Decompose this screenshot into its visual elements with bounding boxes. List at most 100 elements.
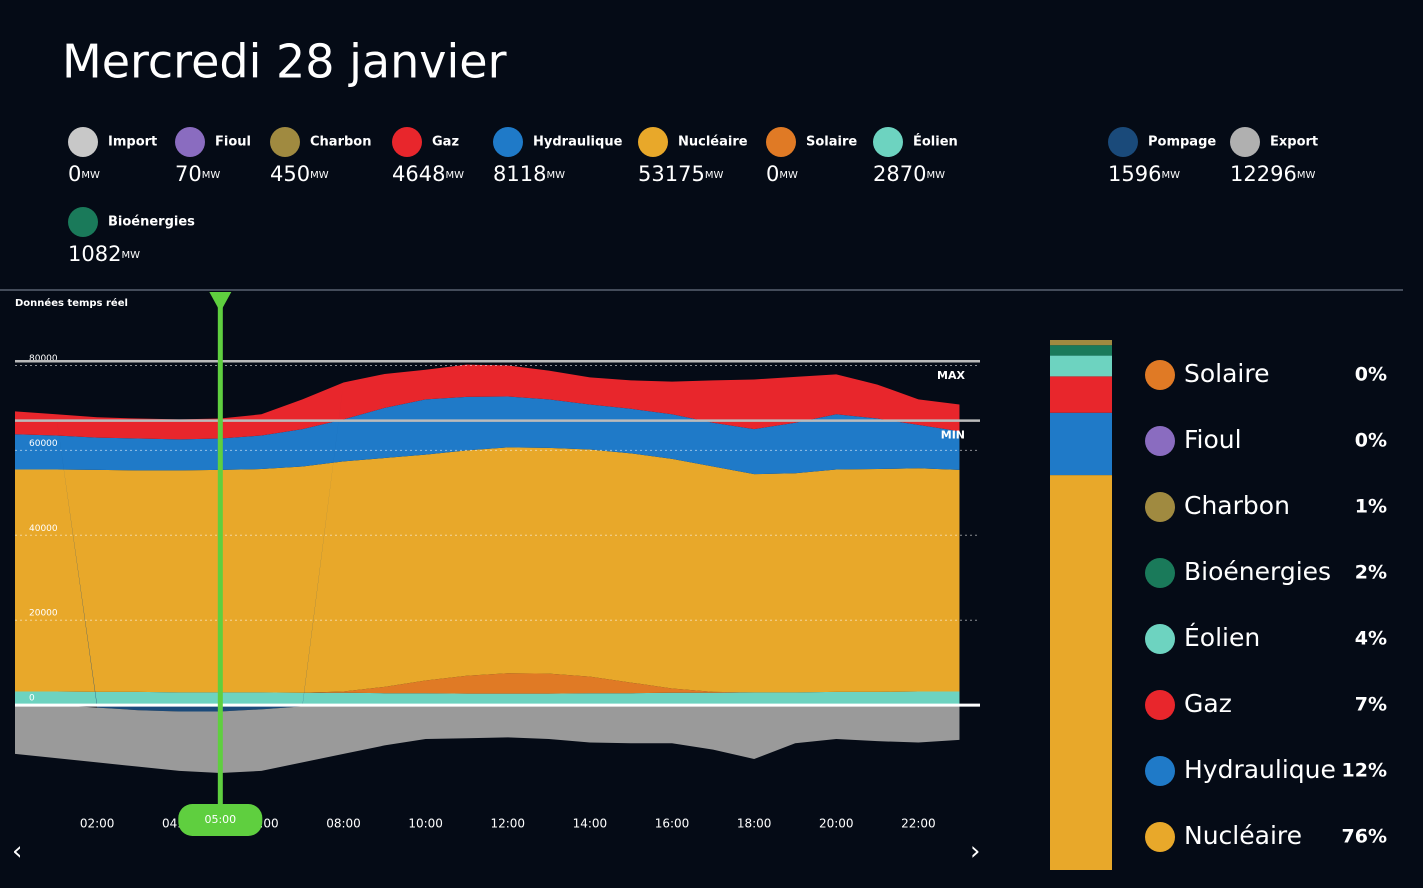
area-0 (15, 691, 960, 706)
legend-name: Charbon (1184, 491, 1290, 520)
share-segment (1050, 355, 1112, 377)
legend-name: Bioénergies (1184, 557, 1331, 586)
source-value: 4648MW (392, 162, 464, 186)
source-name: Hydraulique (533, 135, 623, 150)
cursor-pill (178, 804, 263, 836)
x-tick-label: 02:00 (80, 817, 115, 831)
area-3 (15, 396, 960, 475)
source-icon (1230, 127, 1260, 157)
legend-share: 7% (1355, 694, 1387, 716)
source-name: Bioénergies (108, 215, 195, 230)
cursor-label: 05:00 (204, 813, 236, 826)
legend-name: Hydraulique (1184, 755, 1336, 784)
y-tick-label: 60000 (29, 439, 58, 449)
value: 0 (766, 162, 779, 186)
legend-share: 1% (1355, 496, 1387, 518)
source-name: Fioul (215, 135, 251, 150)
unit: MW (546, 170, 565, 181)
source-name: Charbon (310, 135, 371, 150)
source-icon (392, 127, 422, 157)
unit: MW (705, 170, 724, 181)
source-value: 53175MW (638, 162, 723, 186)
value: 450 (270, 162, 310, 186)
x-tick-label: 12:00 (490, 817, 525, 831)
source-value: 0MW (68, 162, 100, 186)
source-icon (638, 127, 668, 157)
source-name: Solaire (806, 135, 857, 150)
value: 1596 (1108, 162, 1161, 186)
realtime-label: Données temps réel (15, 297, 128, 309)
source-value: 70MW (175, 162, 220, 186)
legend-icon (1145, 360, 1175, 390)
unit: MW (202, 170, 221, 181)
x-tick-label: 10:00 (408, 817, 443, 831)
legend-share: 76% (1342, 826, 1387, 848)
value: 70 (175, 162, 202, 186)
legend-share: 0% (1355, 430, 1387, 452)
y-tick-label: 40000 (29, 524, 58, 534)
source-value: 1596MW (1108, 162, 1180, 186)
area-1 (15, 673, 960, 694)
share-segment (1050, 412, 1112, 476)
legend-icon (1145, 426, 1175, 456)
source-icon (766, 127, 796, 157)
unit: MW (310, 170, 329, 181)
legend-icon (1145, 624, 1175, 654)
source-icon (270, 127, 300, 157)
source-icon (873, 127, 903, 157)
unit: MW (121, 250, 140, 261)
source-name: Éolien (913, 134, 958, 150)
y-tick-label: 80000 (29, 354, 58, 364)
value: 8118 (493, 162, 546, 186)
unit: MW (81, 170, 100, 181)
x-tick-label: 20:00 (819, 817, 854, 831)
legend-icon (1145, 690, 1175, 720)
legend-icon (1145, 756, 1175, 786)
legend-name: Éolien (1184, 623, 1260, 652)
x-tick-label: 16:00 (655, 817, 690, 831)
value: 4648 (392, 162, 445, 186)
legend-share: 0% (1355, 364, 1387, 386)
value: 12296 (1230, 162, 1297, 186)
legend-share: 12% (1342, 760, 1387, 782)
x-tick-label: 14:00 (573, 817, 608, 831)
legend-icon (1145, 558, 1175, 588)
source-value: 12296MW (1230, 162, 1315, 186)
x-tick-label: 08:00 (326, 817, 361, 831)
legend-name: Solaire (1184, 359, 1270, 388)
source-icon (175, 127, 205, 157)
source-name: Export (1270, 135, 1318, 150)
legend-name: Gaz (1184, 689, 1232, 718)
legend-name: Fioul (1184, 425, 1242, 454)
value: 1082 (68, 242, 121, 266)
legend-icon (1145, 822, 1175, 852)
source-icon (1108, 127, 1138, 157)
next-arrow[interactable]: › (970, 837, 980, 867)
y-tick-label: 20000 (29, 609, 58, 619)
unit: MW (445, 170, 464, 181)
legend-icon (1145, 492, 1175, 522)
unit: MW (926, 170, 945, 181)
share-segment (1050, 376, 1112, 413)
y-tick-label: 0 (29, 694, 35, 704)
source-value: 450MW (270, 162, 329, 186)
source-icon (68, 127, 98, 157)
x-tick-label: 18:00 (737, 817, 772, 831)
value: 0 (68, 162, 81, 186)
legend-share: 4% (1355, 628, 1387, 650)
unit: MW (1161, 170, 1180, 181)
share-segment (1050, 475, 1112, 870)
unit: MW (779, 170, 798, 181)
prev-arrow[interactable]: ‹ (12, 837, 22, 867)
value: 2870 (873, 162, 926, 186)
legend-share: 2% (1355, 562, 1387, 584)
share-segment (1050, 340, 1112, 346)
source-icon (68, 207, 98, 237)
source-value: 0MW (766, 162, 798, 186)
source-name: Pompage (1148, 135, 1216, 150)
x-tick-label: 22:00 (901, 817, 936, 831)
source-value: 1082MW (68, 242, 140, 266)
source-name: Gaz (432, 135, 459, 150)
page-title: Mercredi 28 janvier (62, 35, 507, 89)
